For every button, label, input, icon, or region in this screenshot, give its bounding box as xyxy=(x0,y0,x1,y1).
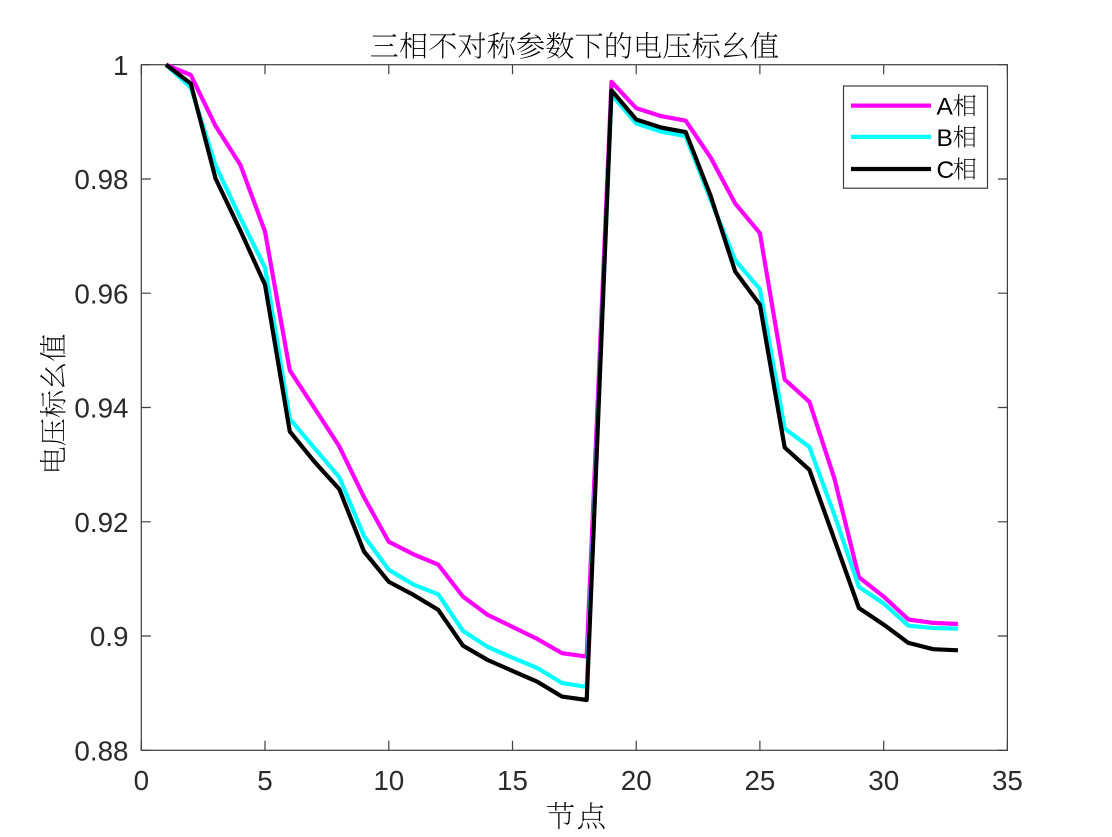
svg-text:35: 35 xyxy=(992,765,1023,796)
svg-text:0.88: 0.88 xyxy=(74,735,128,766)
svg-text:0.9: 0.9 xyxy=(90,621,129,652)
svg-text:15: 15 xyxy=(497,765,528,796)
svg-text:C: C xyxy=(937,157,955,184)
svg-text:0: 0 xyxy=(134,765,149,796)
svg-text:25: 25 xyxy=(744,765,775,796)
svg-text:0.98: 0.98 xyxy=(74,164,128,195)
svg-text:A: A xyxy=(937,94,954,121)
svg-text:0.94: 0.94 xyxy=(74,393,128,424)
svg-text:0.96: 0.96 xyxy=(74,278,128,309)
svg-text:0.92: 0.92 xyxy=(74,507,128,538)
svg-text:5: 5 xyxy=(257,765,272,796)
svg-text:30: 30 xyxy=(868,765,899,796)
svg-text:10: 10 xyxy=(373,765,404,796)
svg-text:B: B xyxy=(937,125,953,152)
svg-text:1: 1 xyxy=(113,50,128,81)
svg-text:20: 20 xyxy=(621,765,652,796)
